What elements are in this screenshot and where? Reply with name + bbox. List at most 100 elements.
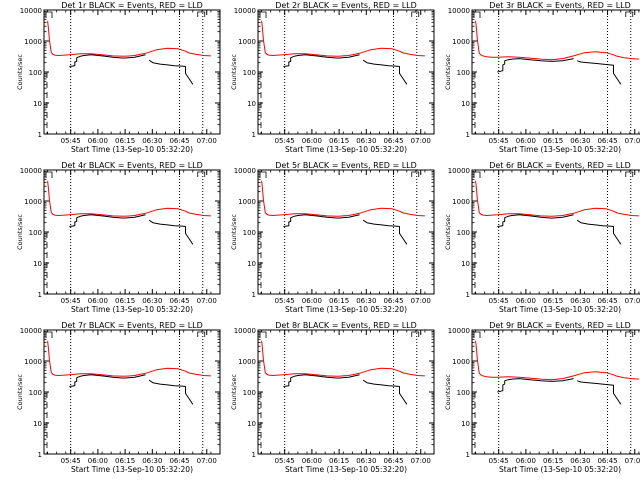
y-tick-label: 1000 — [452, 38, 470, 46]
x-tick-label: 06:15 — [115, 137, 135, 145]
y-tick-label: 1000 — [24, 198, 42, 206]
y-tick-label: 10000 — [234, 7, 256, 15]
y-tick-label: 100 — [29, 389, 42, 397]
x-tick-label: 05:45 — [61, 137, 81, 145]
y-axis-label: Counts/sec — [16, 54, 24, 90]
y-axis-label: Counts/sec — [444, 54, 452, 90]
y-tick-label: 100 — [243, 389, 256, 397]
y-tick-label: 1 — [38, 291, 42, 299]
saa-bracket-marker — [411, 11, 420, 17]
y-tick-label: 1000 — [24, 38, 42, 46]
chart-title: Det 3r BLACK = Events, RED = LLD — [489, 1, 631, 10]
x-tick-label: 05:45 — [61, 457, 81, 465]
saa-bracket-marker — [197, 331, 206, 337]
x-tick-label: 06:30 — [142, 137, 162, 145]
x-tick-label: 07:00 — [197, 457, 217, 465]
x-tick-label: 07:00 — [197, 297, 217, 305]
x-tick-label: 06:00 — [88, 137, 108, 145]
x-tick-label: 05:45 — [489, 297, 509, 305]
y-tick-label: 1 — [466, 291, 470, 299]
y-tick-label: 1000 — [238, 198, 256, 206]
y-tick-label: 1 — [252, 131, 256, 139]
x-tick-label: 06:15 — [329, 297, 349, 305]
saa-bracket-marker — [625, 171, 634, 177]
y-tick-label: 100 — [457, 389, 470, 397]
plot-frame — [257, 329, 435, 455]
y-axis-label: Counts/sec — [444, 214, 452, 250]
chart-title: Det 9r BLACK = Events, RED = LLD — [489, 321, 631, 330]
lld-rate-line — [475, 20, 639, 61]
x-tick-label: 07:00 — [197, 137, 217, 145]
chart-panel: Det 4r BLACK = Events, RED = LLD 1 10 100 10… — [16, 161, 221, 314]
chart-panel: Det 3r BLACK = Events, RED = LLD 1 10 100 10… — [444, 1, 640, 154]
y-tick-label: 100 — [457, 69, 470, 77]
lld-rate-line — [475, 180, 639, 217]
x-tick-label: 06:45 — [597, 137, 617, 145]
chart-panel: Det 8r BLACK = Events, RED = LLD 1 10 100 10… — [230, 321, 435, 474]
x-tick-label: 07:00 — [625, 137, 640, 145]
saa-bracket-marker — [45, 331, 53, 338]
x-axis-label: Start Time (13-Sep-10 05:32:20) — [71, 305, 193, 314]
y-tick-label: 10000 — [234, 327, 256, 335]
x-tick-label: 06:30 — [142, 457, 162, 465]
y-tick-label: 100 — [29, 229, 42, 237]
y-axis-label: Counts/sec — [230, 54, 238, 90]
x-tick-label: 07:00 — [625, 457, 640, 465]
y-tick-label: 10000 — [234, 167, 256, 175]
x-tick-label: 06:00 — [88, 297, 108, 305]
x-tick-label: 06:30 — [142, 297, 162, 305]
y-tick-label: 10000 — [448, 327, 470, 335]
y-tick-label: 1000 — [452, 198, 470, 206]
plot-frame — [471, 169, 640, 295]
y-tick-label: 10 — [461, 100, 470, 108]
chart-panel: Det 6r BLACK = Events, RED = LLD 1 10 100 10… — [444, 161, 640, 314]
x-tick-label: 05:45 — [61, 297, 81, 305]
saa-bracket-marker — [259, 11, 267, 18]
y-axis-label: Counts/sec — [16, 374, 24, 410]
y-tick-label: 1000 — [24, 358, 42, 366]
y-tick-label: 10000 — [20, 327, 42, 335]
x-axis-label: Start Time (13-Sep-10 05:32:20) — [499, 145, 621, 154]
y-tick-label: 10 — [247, 420, 256, 428]
lld-rate-line — [47, 340, 211, 377]
y-tick-label: 10 — [247, 260, 256, 268]
events-rate-line — [69, 374, 194, 405]
saa-bracket-marker — [45, 171, 53, 178]
y-tick-label: 10000 — [448, 7, 470, 15]
y-tick-label: 10 — [461, 420, 470, 428]
events-rate-line — [497, 378, 622, 405]
y-axis-label: Counts/sec — [230, 214, 238, 250]
chart-title: Det 5r BLACK = Events, RED = LLD — [275, 161, 417, 170]
chart-panel: Det 7r BLACK = Events, RED = LLD 1 10 100 10… — [16, 321, 221, 474]
x-tick-label: 06:15 — [543, 457, 563, 465]
events-rate-line — [497, 58, 622, 85]
y-axis-label: Counts/sec — [16, 214, 24, 250]
plot-frame — [43, 169, 221, 295]
lld-rate-line — [47, 20, 211, 57]
lld-rate-line — [261, 180, 425, 217]
x-tick-label: 07:00 — [411, 137, 431, 145]
saa-bracket-marker — [625, 331, 634, 337]
x-tick-label: 06:00 — [516, 297, 536, 305]
y-tick-label: 1 — [252, 291, 256, 299]
x-tick-label: 06:30 — [356, 297, 376, 305]
y-tick-label: 10 — [33, 420, 42, 428]
saa-bracket-marker — [197, 171, 206, 177]
x-axis-label: Start Time (13-Sep-10 05:32:20) — [499, 465, 621, 474]
x-tick-label: 05:45 — [275, 137, 295, 145]
y-tick-label: 1 — [466, 131, 470, 139]
saa-bracket-marker — [259, 331, 267, 338]
x-tick-label: 06:15 — [329, 457, 349, 465]
x-tick-label: 06:45 — [169, 457, 189, 465]
events-rate-line — [69, 214, 194, 245]
plot-frame — [257, 169, 435, 295]
x-tick-label: 06:00 — [88, 457, 108, 465]
saa-bracket-marker — [473, 331, 481, 338]
y-tick-label: 10 — [33, 260, 42, 268]
x-tick-label: 06:15 — [329, 137, 349, 145]
plot-frame — [471, 9, 640, 135]
x-tick-label: 06:30 — [570, 457, 590, 465]
y-tick-label: 10000 — [20, 7, 42, 15]
plot-frame — [257, 9, 435, 135]
